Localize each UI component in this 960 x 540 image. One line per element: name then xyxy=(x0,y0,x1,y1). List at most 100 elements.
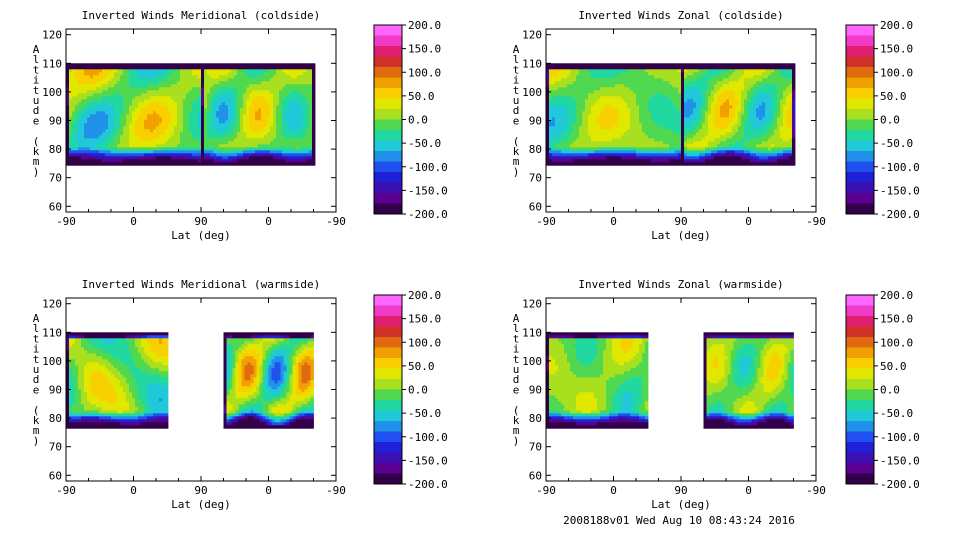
field-cell xyxy=(81,78,85,82)
field-cell xyxy=(723,156,727,160)
field-cell xyxy=(312,120,316,124)
field-cell xyxy=(306,111,310,115)
field-cell xyxy=(96,84,100,88)
field-cell xyxy=(297,153,301,157)
field-cell xyxy=(135,126,139,130)
field-cell xyxy=(564,72,568,76)
field-cell xyxy=(189,93,193,97)
field-cell xyxy=(663,144,667,148)
field-cell xyxy=(642,120,646,124)
field-cell xyxy=(90,99,94,103)
field-cell xyxy=(141,81,145,85)
field-cell xyxy=(618,147,622,151)
field-cell xyxy=(231,63,235,67)
field-cell xyxy=(126,114,130,118)
field-cell xyxy=(159,72,163,76)
field-cell xyxy=(132,69,136,73)
field-cell xyxy=(585,129,589,133)
field-cell xyxy=(648,90,652,94)
field-cell xyxy=(675,99,679,103)
field-cell xyxy=(276,147,280,151)
field-cell xyxy=(276,93,280,97)
field-cell xyxy=(705,87,709,91)
field-cell xyxy=(177,102,181,106)
field-cell xyxy=(561,108,565,112)
field-cell xyxy=(555,84,559,88)
field-cell xyxy=(135,138,139,142)
field-cell xyxy=(183,87,187,91)
field-cell xyxy=(696,114,700,118)
field-cell xyxy=(165,132,169,136)
field-cell xyxy=(618,123,622,127)
field-cell xyxy=(90,162,94,166)
field-cell xyxy=(156,150,160,154)
field-cell xyxy=(288,132,292,136)
field-cell xyxy=(87,96,91,100)
field-cell xyxy=(720,75,724,79)
field-cell xyxy=(180,156,184,160)
field-cell xyxy=(693,114,697,118)
field-cell xyxy=(693,147,697,151)
field-cell xyxy=(654,123,658,127)
field-cell xyxy=(705,138,709,142)
field-cell xyxy=(558,87,562,91)
field-cell xyxy=(231,138,235,142)
field-cell xyxy=(687,126,691,130)
field-cell xyxy=(570,150,574,154)
field-cell xyxy=(300,90,304,94)
field-cell xyxy=(726,114,730,118)
field-cell xyxy=(627,126,631,130)
field-cell xyxy=(618,129,622,133)
field-cell xyxy=(78,123,82,127)
field-cell xyxy=(708,63,712,67)
field-cell xyxy=(216,129,220,133)
field-cell xyxy=(168,81,172,85)
field-cell xyxy=(591,111,595,115)
field-cell xyxy=(240,72,244,76)
field-cell xyxy=(681,105,685,109)
field-cell xyxy=(651,81,655,85)
field-cell xyxy=(111,75,115,79)
field-cell xyxy=(180,66,184,70)
field-cell xyxy=(213,75,217,79)
field-cell xyxy=(150,132,154,136)
field-cell xyxy=(624,81,628,85)
field-cell xyxy=(81,87,85,91)
field-cell xyxy=(654,129,658,133)
field-cell xyxy=(648,135,652,139)
field-cell xyxy=(198,120,202,124)
field-cell xyxy=(660,84,664,88)
field-cell xyxy=(183,75,187,79)
field-cell xyxy=(108,93,112,97)
field-cell xyxy=(609,153,613,157)
field-cell xyxy=(204,78,208,82)
field-cell xyxy=(99,102,103,106)
field-cell xyxy=(282,120,286,124)
field-cell xyxy=(162,123,166,127)
field-cell xyxy=(678,153,682,157)
field-cell xyxy=(204,87,208,91)
field-cell xyxy=(306,63,310,67)
field-cell xyxy=(66,129,70,133)
field-cell xyxy=(588,66,592,70)
field-cell xyxy=(312,102,316,106)
field-cell xyxy=(147,63,151,67)
field-cell xyxy=(90,102,94,106)
field-cell xyxy=(174,81,178,85)
field-cell xyxy=(615,150,619,154)
field-cell xyxy=(294,117,298,121)
field-cell xyxy=(705,69,709,73)
field-cell xyxy=(270,120,274,124)
field-cell xyxy=(603,156,607,160)
field-cell xyxy=(636,156,640,160)
field-cell xyxy=(576,162,580,166)
field-cell xyxy=(252,90,256,94)
field-cell xyxy=(111,141,115,145)
field-cell xyxy=(237,63,241,67)
field-cell xyxy=(243,141,247,145)
field-cell xyxy=(564,69,568,73)
field-cell xyxy=(681,135,685,139)
field-cell xyxy=(690,117,694,121)
field-cell xyxy=(102,96,106,100)
field-cell xyxy=(246,162,250,166)
